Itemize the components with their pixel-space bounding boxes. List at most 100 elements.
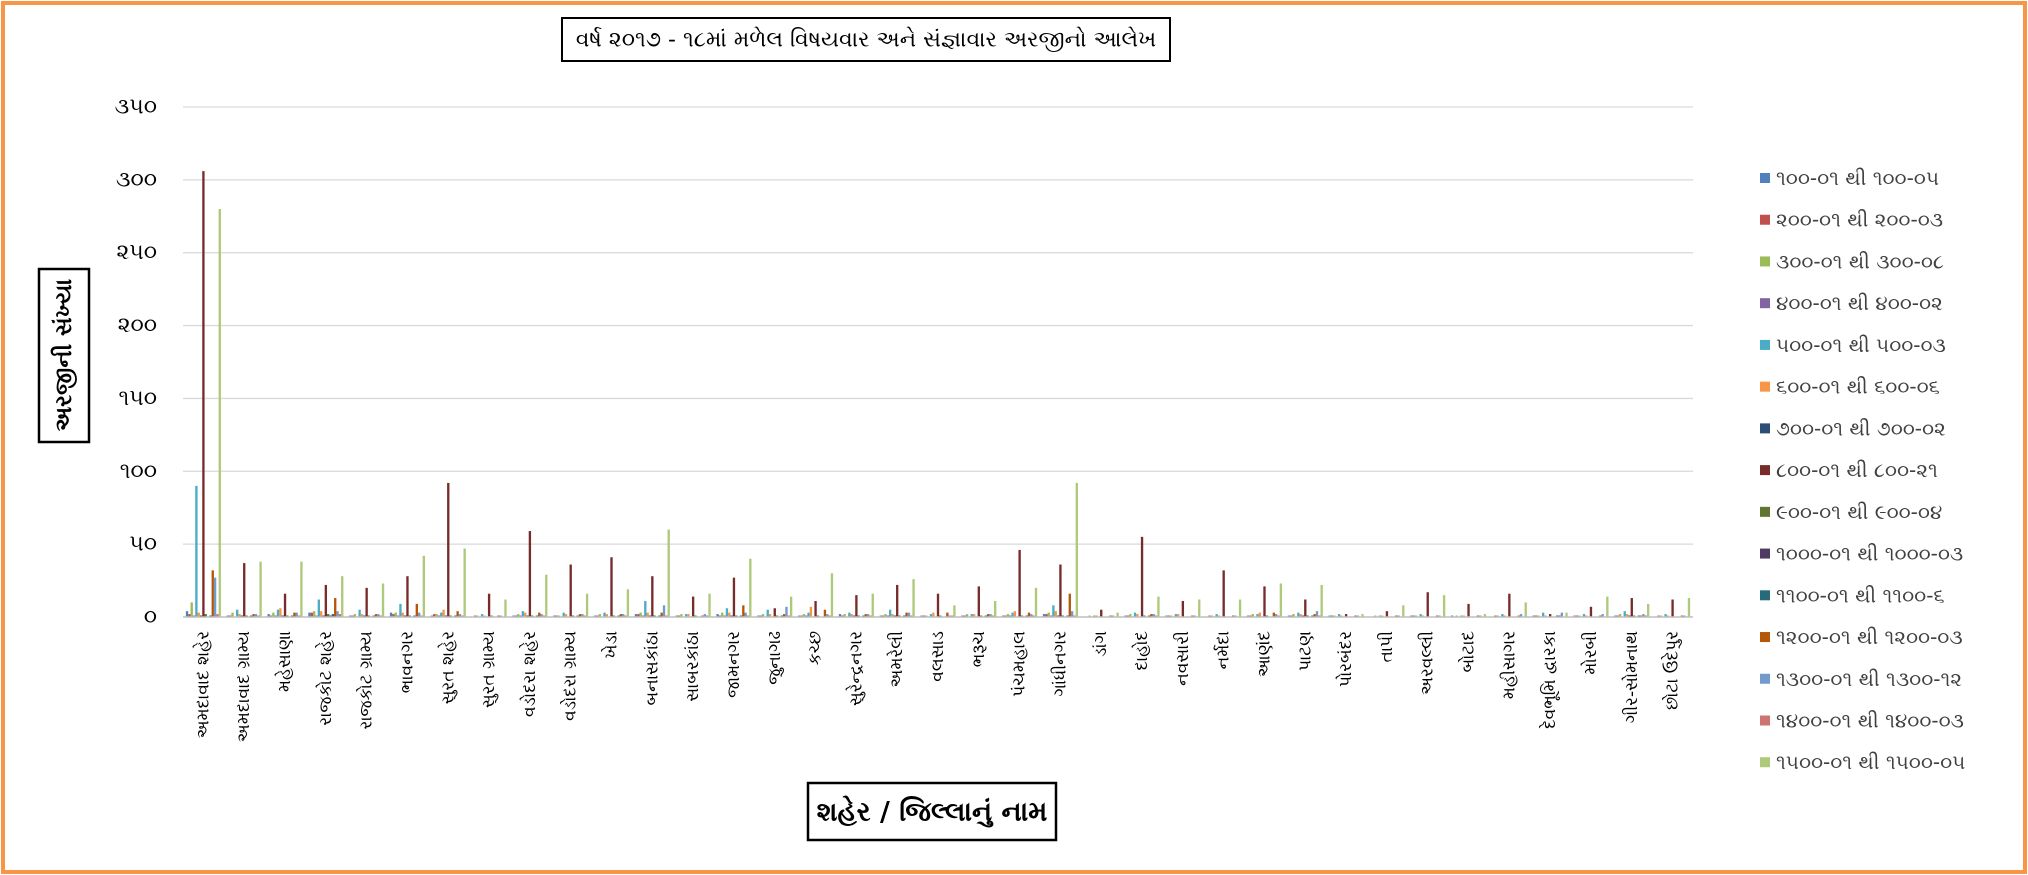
bar-3-3 [272,612,275,617]
bar-8-3 [283,593,287,617]
series-12 [211,570,1684,617]
bar-15-4 [341,576,344,617]
legend-swatch-12 [1760,632,1770,643]
bar-15-37 [1687,598,1691,617]
bar-15-8 [504,599,507,617]
legend-item-15: ૧૫૦૦-૦૧ થી ૧૫૦૦-૦૫ [1760,750,1965,774]
legend-item-3: ૩૦૦-૦૧ થી ૩૦૦-૦૮ [1760,249,1944,273]
x-tick-label-16: કચ્છ [806,631,826,665]
bar-15-33 [1524,602,1527,617]
bar-6-4 [319,611,323,617]
x-tick-label-9: વડોદરા શહેર [519,631,540,717]
x-tick-label-28: પાટણ [1295,631,1315,671]
bar-13-6 [417,612,421,617]
bar-9-1 [204,614,207,617]
bar-3-15 [761,614,765,617]
bar-1-17 [838,614,842,617]
bar-3-22 [1047,612,1050,617]
bar-15-23 [1116,612,1119,617]
bar-6-17 [850,614,853,617]
bar-8-28 [1304,599,1307,617]
x-tick-label-23: ડાંગ [1091,631,1111,657]
legend-label-10: ૧૦૦૦-૦૧ થી ૧૦૦૦-૦૩ [1776,542,1963,566]
bar-3-9 [517,614,520,617]
bar-15-10 [585,593,589,617]
legend-swatch-7 [1760,423,1770,434]
bar-12-15 [782,614,786,617]
bar-8-7 [447,482,450,617]
bar-15-6 [422,555,426,617]
bar-5-5 [358,609,361,617]
bar-13-1 [213,577,217,617]
bar-5-36 [1623,611,1626,617]
x-axis-title-group: શહેર / જિલ્લાનું નામ [806,781,1058,842]
bar-15-7 [463,548,466,617]
bar-5-31 [1419,614,1422,617]
x-tick-label-29: પોરબંદર [1335,631,1356,687]
legend-item-5: ૫૦૦-૦૧ થી ૫૦૦-૦૩ [1760,333,1946,357]
bar-13-2 [254,614,258,617]
bar-14-4 [338,614,342,617]
bar-15-30 [1402,605,1405,617]
x-tick-label-22: ગાંધીનગર [1050,631,1070,697]
bar-2-7 [433,614,436,617]
bar-13-16 [826,614,829,617]
bar-8-14 [732,577,736,617]
legend-item-12: ૧૨૦૦-૦૧ થી ૧૨૦૦-૦૩ [1760,625,1963,649]
bar-15-15 [789,596,793,617]
bar-8-5 [365,587,368,617]
bar-5-4 [317,599,320,617]
bar-8-11 [610,557,613,617]
legend-swatch-6 [1760,381,1770,392]
legend-label-9: ૯૦૦-૦૧ થી ૯૦૦-૦૪ [1776,500,1942,524]
bar-12-4 [334,598,337,617]
title-group: વર્ષ ૨૦૧૭ - ૧૮માં મળેલ વિષયવાર અને સંજ્ઞ… [561,17,1171,62]
bar-12-3 [293,612,296,617]
bar-8-6 [406,576,409,617]
legend-item-6: ૬૦૦-૦૧ થી ૬૦૦-૦૬ [1760,375,1940,399]
legend-label-7: ૭૦૦-૦૧ થી ૭૦૦-૦૨ [1776,416,1946,440]
x-axis-title: શહેર / જિલ્લાનું નામ [817,795,1048,828]
bar-5-13 [684,614,688,617]
bar-12-12 [660,612,663,617]
y-tick-label-6: ૩૦૦ [116,167,157,192]
y-tick-labels: ૦ ૫૦ ૧૦૦ ૧૫૦ ૨૦૦ ૨૫૦ ૩૦૦ ૩૫૦ [115,95,157,630]
bar-13-28 [1315,611,1319,617]
bar-6-28 [1299,614,1302,617]
legend-item-9: ૯૦૦-૦૧ થી ૯૦૦-૦૪ [1760,500,1942,524]
bar-15-22 [1075,482,1078,617]
x-tick-label-17: સુરેન્દ્રનગર [845,631,866,706]
bar-5-18 [889,609,892,617]
legend-swatch-11 [1760,590,1770,601]
bar-15-12 [667,529,670,617]
bar-8-19 [936,593,940,617]
bar-15-2 [259,561,262,617]
legend-label-3: ૩૦૦-૦૧ થી ૩૦૦-૦૮ [1776,249,1944,273]
legend-swatch-13 [1760,673,1770,684]
bar-8-25 [1181,600,1185,617]
bar-15-27 [1279,583,1283,617]
bar-13-9 [540,614,543,617]
series-15 [218,209,1691,617]
bar-13-7 [458,614,462,617]
bar-8-26 [1222,570,1225,617]
bar-12-24 [1150,614,1153,617]
bar-15-14 [749,558,752,617]
bar-8-30 [1385,611,1389,617]
bar-15-1 [218,209,221,617]
bar-12-11 [619,614,623,617]
bar-5-7 [440,612,443,617]
bar-13-33 [1519,614,1523,617]
bar-8-35 [1589,606,1593,617]
bar-1-3 [267,614,270,617]
bar-12-16 [823,609,827,617]
bar-6-20 [972,614,976,617]
y-axis-title-box [37,267,91,444]
bar-15-36 [1646,603,1650,617]
x-tick-label-37: છોટા ઉદેપુર [1661,631,1683,710]
bar-6-9 [524,612,527,617]
bar-8-21 [1018,549,1021,617]
bar-11-4 [331,614,335,617]
